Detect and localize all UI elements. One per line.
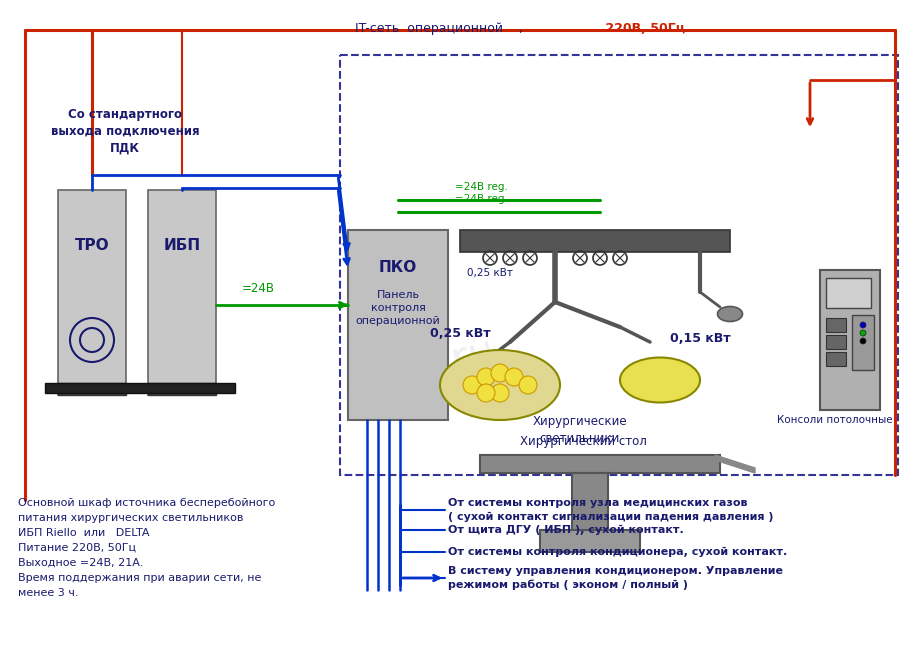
Text: =24В reg.: =24В reg. — [455, 194, 507, 204]
Circle shape — [491, 384, 509, 402]
Text: Со стандартного
выхода подключения
ПДК: Со стандартного выхода подключения ПДК — [51, 108, 199, 155]
Text: =24В: =24В — [241, 282, 274, 295]
Circle shape — [477, 368, 495, 386]
Bar — [148, 383, 216, 395]
Ellipse shape — [440, 350, 560, 420]
Text: ИБП: ИБП — [163, 237, 201, 252]
Text: Хирургический стол: Хирургический стол — [520, 435, 647, 448]
Circle shape — [519, 376, 537, 394]
Bar — [820, 270, 880, 410]
Text: Время поддержания при аварии сети, не: Время поддержания при аварии сети, не — [18, 573, 262, 583]
Text: В систему управления кондиционером. Управление: В систему управления кондиционером. Упра… — [448, 566, 783, 576]
Bar — [826, 335, 846, 349]
Text: obes.ru: obes.ru — [339, 330, 501, 411]
Circle shape — [463, 376, 481, 394]
Circle shape — [860, 330, 866, 336]
Text: =24В reg.: =24В reg. — [455, 182, 507, 192]
Text: ( сухой контакт сигнализации падения давления ): ( сухой контакт сигнализации падения дав… — [448, 512, 774, 522]
Bar — [826, 352, 846, 366]
Circle shape — [505, 368, 523, 386]
Bar — [852, 315, 874, 370]
Text: 220В, 50Гц: 220В, 50Гц — [601, 22, 685, 35]
Text: Питание 220В, 50Гц: Питание 220В, 50Гц — [18, 543, 136, 553]
Bar — [58, 383, 126, 395]
Text: 0,15 кВт: 0,15 кВт — [670, 332, 730, 345]
Text: ТРО: ТРО — [75, 237, 110, 252]
Text: режимом работы ( эконом / полный ): режимом работы ( эконом / полный ) — [448, 580, 688, 591]
Text: От системы контроля кондиционера, сухой контакт.: От системы контроля кондиционера, сухой … — [448, 547, 787, 557]
Text: Выходное =24В, 21А.: Выходное =24В, 21А. — [18, 558, 144, 568]
Text: Основной шкаф источника бесперебойного: Основной шкаф источника бесперебойного — [18, 498, 275, 508]
Bar — [540, 530, 640, 552]
Circle shape — [860, 322, 866, 328]
Bar — [348, 230, 448, 420]
Bar — [480, 455, 720, 473]
Text: Хирургические
светильники: Хирургические светильники — [532, 415, 627, 445]
Text: IT-сеть  операционной    ,: IT-сеть операционной , — [355, 22, 523, 35]
Circle shape — [491, 364, 509, 382]
Polygon shape — [715, 455, 755, 473]
Bar — [460, 230, 730, 252]
Bar — [572, 473, 608, 533]
Text: питания хирургических светильников: питания хирургических светильников — [18, 513, 243, 523]
Text: От щита ДГУ ( ИБП ), сухой контакт.: От щита ДГУ ( ИБП ), сухой контакт. — [448, 525, 683, 535]
Bar — [148, 190, 216, 395]
Circle shape — [860, 338, 866, 344]
Text: 0,25 кВт: 0,25 кВт — [430, 327, 491, 340]
Text: менее 3 ч.: менее 3 ч. — [18, 588, 78, 598]
Text: Панель
контроля
операционной: Панель контроля операционной — [356, 290, 440, 326]
Bar — [340, 55, 898, 475]
Ellipse shape — [717, 306, 742, 322]
Bar — [45, 383, 235, 393]
Bar — [826, 318, 846, 332]
Text: ИБП Riello  или   DELTA: ИБП Riello или DELTA — [18, 528, 149, 538]
Text: 0,25 кВт: 0,25 кВт — [467, 268, 513, 278]
Bar — [58, 190, 126, 395]
Text: Консоли потолочные: Консоли потолочные — [777, 415, 892, 425]
Text: ПКО: ПКО — [379, 260, 417, 275]
Text: От системы контроля узла медицинских газов: От системы контроля узла медицинских газ… — [448, 498, 748, 508]
Ellipse shape — [620, 357, 700, 403]
Circle shape — [477, 384, 495, 402]
Bar — [826, 278, 871, 308]
